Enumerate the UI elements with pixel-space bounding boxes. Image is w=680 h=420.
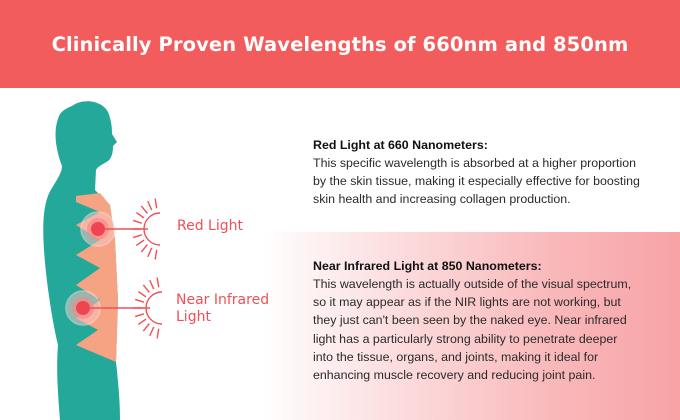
- page-title: Clinically Proven Wavelengths of 660nm a…: [51, 32, 629, 56]
- red-light-text-line: skin health and increasing collagen prod…: [313, 192, 571, 207]
- red-light-heading: Red Light at 660 Nanometers:: [313, 138, 488, 152]
- ray-line: [156, 328, 160, 339]
- nir-light-label-line2: Light: [176, 309, 211, 325]
- human-body-illustration: [43, 101, 163, 420]
- nir-light-section: Near Infrared Light at 850 Nanometers: T…: [313, 257, 631, 384]
- ray-arc: [145, 291, 163, 325]
- red-light-text-line: This specific wavelength is absorbed at …: [313, 156, 637, 170]
- nir-light-rays-icon: [134, 277, 163, 339]
- nir-light-label-line1: Near Infrared: [176, 292, 270, 308]
- ray-line: [134, 298, 145, 303]
- ray-line: [140, 205, 148, 214]
- ray-line: [135, 211, 145, 219]
- ray-line: [134, 313, 145, 318]
- header-banner: Clinically Proven Wavelengths of 660nm a…: [0, 0, 680, 88]
- ray-line: [154, 198, 158, 209]
- ray-line: [135, 239, 145, 247]
- ray-line: [154, 249, 158, 260]
- ray-line: [149, 326, 155, 337]
- nir-light-heading: Near Infrared Light at 850 Nanometers:: [313, 259, 542, 273]
- ray-line: [132, 234, 143, 239]
- ray-line: [137, 290, 147, 298]
- ray-line: [147, 247, 153, 258]
- nir-text-line: light has a particularly strong ability …: [313, 331, 618, 346]
- ray-line: [142, 323, 150, 332]
- nir-text-line: they just can't been seen by the naked e…: [313, 313, 627, 328]
- red-light-text-line: by the skin tissue, making it especially…: [313, 174, 640, 189]
- gradient-background: [262, 232, 680, 420]
- nir-text-line: into the tissue, organs, and joints, mak…: [313, 349, 599, 364]
- ray-line: [137, 318, 147, 326]
- nir-text-line: This wavelength is actually outside of t…: [313, 277, 632, 291]
- ray-line: [132, 219, 143, 224]
- ray-line: [140, 244, 148, 253]
- nir-text-line: so it may appear as if the NIR lights ar…: [313, 295, 621, 310]
- red-light-section: Red Light at 660 Nanometers: This specif…: [313, 136, 640, 209]
- red-light-rays-icon: [132, 198, 161, 260]
- red-light-label: Red Light: [177, 218, 243, 234]
- ray-line: [156, 277, 160, 288]
- ray-line: [149, 279, 155, 290]
- nir-text-line: enhancing muscle recovery and reducing j…: [313, 368, 596, 383]
- ray-line: [142, 284, 150, 293]
- ray-line: [147, 200, 153, 211]
- ray-arc: [143, 212, 161, 246]
